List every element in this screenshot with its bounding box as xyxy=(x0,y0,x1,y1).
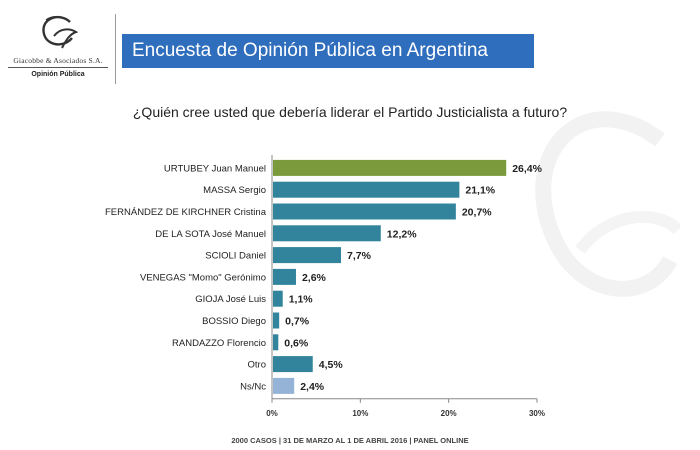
x-tick-label: 20% xyxy=(441,409,457,418)
bar xyxy=(273,181,460,198)
value-label: 0,7% xyxy=(285,316,310,328)
category-label: RANDAZZO Florencio xyxy=(172,338,266,349)
value-label: 7,7% xyxy=(347,250,372,262)
bar xyxy=(273,312,280,329)
category-label: BOSSIO Diego xyxy=(202,316,266,327)
category-label: SCIOLI Daniel xyxy=(205,251,266,262)
bar xyxy=(273,268,296,285)
x-tick-label: 0% xyxy=(266,409,278,418)
value-label: 2,6% xyxy=(302,272,327,284)
bar xyxy=(273,356,313,373)
value-label: 2,4% xyxy=(300,381,325,393)
category-label: MASSA Sergio xyxy=(203,185,266,196)
category-label: FERNÁNDEZ DE KIRCHNER Cristina xyxy=(105,207,267,218)
logo-divider xyxy=(8,67,108,68)
bar xyxy=(273,203,456,220)
footer-caption: 2000 CASOS | 31 DE MARZO AL 1 DE ABRIL 2… xyxy=(231,436,469,445)
bar xyxy=(273,290,283,307)
logo-swirl-icon xyxy=(42,15,79,49)
logo-company-name: Giacobbe & Asociados S.A. xyxy=(13,56,103,65)
header-title: Encuesta de Opinión Pública en Argentina xyxy=(122,34,534,68)
value-label: 12,2% xyxy=(387,228,417,240)
bar xyxy=(273,159,507,176)
category-label: URTUBEY Juan Manuel xyxy=(164,163,266,174)
watermark-swirl-icon xyxy=(535,111,680,297)
category-label: VENEGAS "Momo" Gerónimo xyxy=(140,272,266,283)
bar xyxy=(273,377,295,394)
value-label: 20,7% xyxy=(462,207,492,219)
category-label: GIOJA José Luis xyxy=(195,294,266,305)
x-tick-label: 30% xyxy=(529,409,545,418)
category-label: Otro xyxy=(248,360,266,371)
bar xyxy=(273,334,279,351)
bar xyxy=(273,247,342,264)
bar xyxy=(273,225,381,242)
value-label: 0,6% xyxy=(284,337,309,349)
category-label: Ns/Nc xyxy=(240,381,266,392)
x-tick-label: 10% xyxy=(352,409,368,418)
value-label: 26,4% xyxy=(512,163,542,175)
category-label: DE LA SOTA José Manuel xyxy=(155,229,266,240)
value-label: 1,1% xyxy=(289,294,314,306)
company-logo: Giacobbe & Asociados S.A. Opinión Públic… xyxy=(6,14,110,80)
logo-subtitle: Opinión Pública xyxy=(31,71,85,78)
value-label: 21,1% xyxy=(465,185,495,197)
chart-question: ¿Quién cree usted que debería liderar el… xyxy=(132,104,568,120)
value-label: 4,5% xyxy=(319,359,344,371)
header-divider xyxy=(115,14,116,84)
